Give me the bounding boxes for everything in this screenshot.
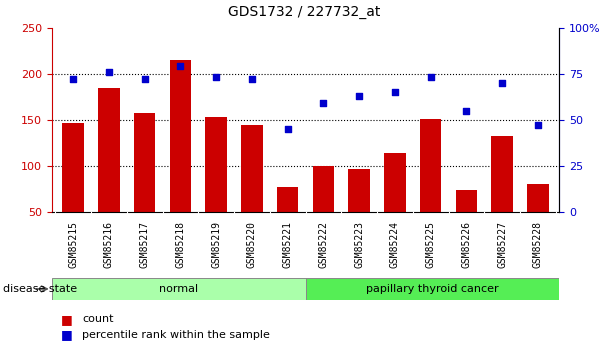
Point <box>283 126 292 132</box>
Bar <box>420 119 441 258</box>
Text: disease state: disease state <box>3 284 77 294</box>
Bar <box>206 117 227 258</box>
Point <box>140 77 150 82</box>
Text: GSM85215: GSM85215 <box>68 221 78 268</box>
Point <box>176 63 185 69</box>
Bar <box>527 184 548 258</box>
Bar <box>306 278 559 300</box>
Text: GSM85224: GSM85224 <box>390 221 400 268</box>
Text: GSM85226: GSM85226 <box>461 221 471 268</box>
Text: GSM85220: GSM85220 <box>247 221 257 268</box>
Text: normal: normal <box>159 284 198 294</box>
Text: GSM85216: GSM85216 <box>104 221 114 268</box>
Point <box>390 89 400 95</box>
Point <box>211 75 221 80</box>
Bar <box>52 278 305 300</box>
Text: GSM85225: GSM85225 <box>426 221 436 268</box>
Text: GSM85223: GSM85223 <box>354 221 364 268</box>
Bar <box>241 125 263 258</box>
Text: ■: ■ <box>61 313 72 326</box>
Bar <box>491 136 513 258</box>
Text: percentile rank within the sample: percentile rank within the sample <box>82 330 270 339</box>
Point <box>68 77 78 82</box>
Text: GSM85218: GSM85218 <box>175 221 185 268</box>
Bar <box>384 153 406 258</box>
Text: GSM85222: GSM85222 <box>319 221 328 268</box>
Bar <box>313 166 334 258</box>
Point <box>247 77 257 82</box>
Point <box>104 69 114 75</box>
Bar <box>348 169 370 258</box>
Bar <box>170 60 191 258</box>
Point <box>354 93 364 99</box>
Bar <box>455 190 477 258</box>
Text: GSM85221: GSM85221 <box>283 221 292 268</box>
Bar <box>98 88 120 258</box>
Bar <box>134 112 156 258</box>
Bar <box>63 123 84 258</box>
Point <box>319 100 328 106</box>
Text: ■: ■ <box>61 328 72 341</box>
Text: GSM85217: GSM85217 <box>140 221 150 268</box>
Point <box>497 80 507 86</box>
Bar <box>277 187 299 258</box>
Text: GSM85227: GSM85227 <box>497 221 507 268</box>
Text: GSM85228: GSM85228 <box>533 221 543 268</box>
Text: count: count <box>82 314 114 324</box>
Text: GSM85219: GSM85219 <box>211 221 221 268</box>
Point <box>426 75 435 80</box>
Text: GDS1732 / 227732_at: GDS1732 / 227732_at <box>228 5 380 19</box>
Text: papillary thyroid cancer: papillary thyroid cancer <box>366 284 499 294</box>
Point <box>461 108 471 114</box>
Point <box>533 123 543 128</box>
